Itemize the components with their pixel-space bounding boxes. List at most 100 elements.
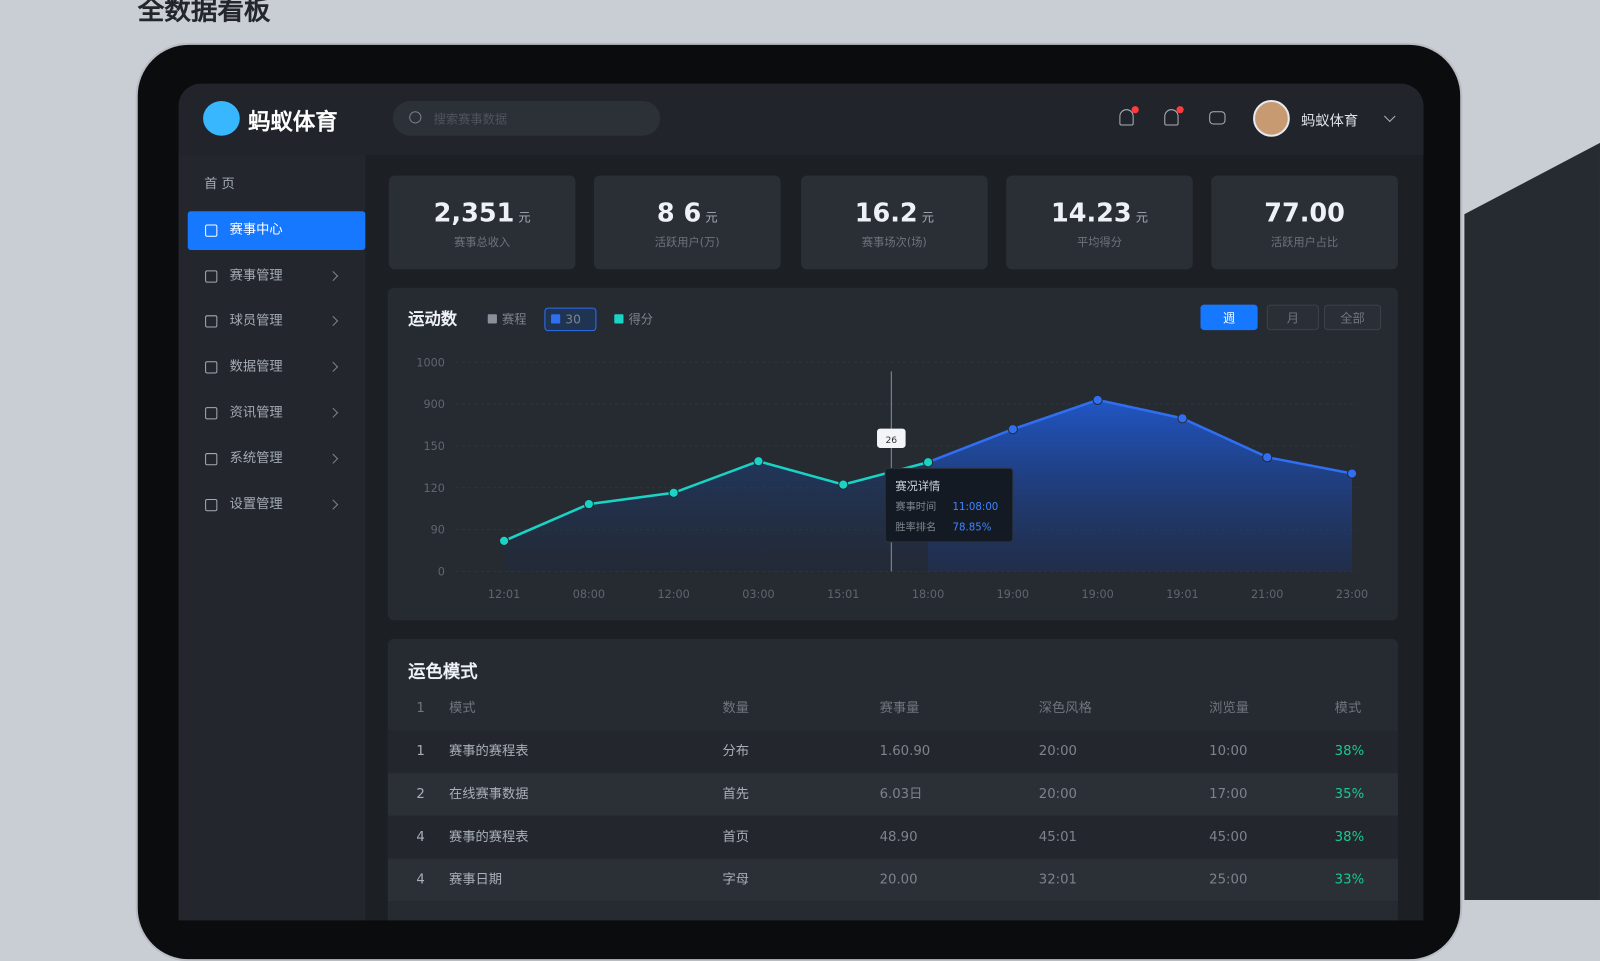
- chart-button-label[interactable]: 月: [1287, 311, 1299, 325]
- table-row[interactable]: 4 赛事的赛程表 首页 48.90 45:01 45:00 38%: [387, 816, 1398, 859]
- point: [1262, 452, 1273, 463]
- y-tick-label: 120: [423, 482, 444, 495]
- tooltip: [884, 467, 1014, 543]
- table-cell: 20.00: [879, 872, 918, 888]
- table-cell: 2: [416, 786, 425, 803]
- legend-box: [544, 307, 597, 332]
- table-row[interactable]: 2 在线赛事数据 首先 6.03日 20:00 17:00 35%: [387, 773, 1398, 816]
- nav-item[interactable]: 系统管理: [179, 440, 366, 479]
- y-tick-label: 0: [438, 566, 445, 579]
- column-header: 模式: [448, 701, 476, 717]
- stat-unit: 元: [705, 210, 718, 225]
- user-name[interactable]: 蚂蚁体育: [1301, 113, 1359, 130]
- screen: 蚂蚁体育 搜索赛事数据 蚂蚁体育 首 页赛事中心赛事管理球员管理数据管理资讯管理…: [178, 83, 1424, 921]
- table-cell: 20:00: [1038, 743, 1078, 760]
- x-tick-label: 19:01: [1166, 588, 1198, 601]
- nav-icon: [205, 407, 218, 420]
- x-tick-label: 12:00: [657, 588, 689, 601]
- x-tick-label: 15:01: [827, 588, 859, 601]
- stat-label: 活跃用户(万): [654, 235, 720, 249]
- chart-button-label[interactable]: 週: [1223, 311, 1235, 325]
- table-cell: 首先: [722, 786, 749, 803]
- stat-number: 16.2: [854, 197, 918, 228]
- nav-item[interactable]: 资讯管理: [179, 394, 366, 433]
- y-tick-label: 90: [431, 524, 445, 537]
- table-cell: 45:01: [1038, 829, 1078, 845]
- point: [1346, 468, 1358, 479]
- table-cell: 38%: [1334, 829, 1365, 845]
- x-tick-label: 12:01: [488, 588, 520, 601]
- table-row[interactable]: 1 赛事的赛程表 分布 1.60.90 20:00 10:00 38%: [387, 730, 1398, 773]
- nav-item[interactable]: 设置管理: [179, 485, 366, 524]
- table-cell: 赛事的赛程表: [448, 743, 529, 760]
- marker-label: 26: [885, 435, 897, 446]
- nav-item[interactable]: 赛事管理: [179, 257, 366, 296]
- nav-icon: [205, 315, 218, 328]
- table-cell: 33%: [1334, 872, 1365, 888]
- screenshot: 全数据看板 蚂蚁体育 搜索赛事数据 蚂蚁体育 首 页赛事中心 赛事管理 球员管理 数据…: [135, 0, 1600, 961]
- chevron: [328, 270, 339, 281]
- table-cell: 25:00: [1209, 872, 1248, 888]
- settings-icon[interactable]: [1209, 111, 1226, 125]
- point: [583, 498, 594, 510]
- chart-button[interactable]: [1323, 304, 1382, 331]
- point: [498, 535, 510, 546]
- stat-card: 8 6 元活跃用户(万): [593, 175, 781, 270]
- tooltip-title: 赛况详情: [895, 479, 940, 493]
- stat-number: 77.00: [1264, 197, 1345, 228]
- nav-item[interactable]: 首 页: [179, 165, 366, 204]
- line: [503, 459, 929, 543]
- table-cell: 1.60.90: [879, 743, 931, 760]
- message-icon[interactable]: [1164, 109, 1179, 126]
- nav-item[interactable]: 数据管理: [179, 348, 366, 387]
- table-cell: 38%: [1334, 743, 1365, 760]
- logo-icon: [203, 101, 240, 136]
- avatar[interactable]: [1253, 99, 1290, 137]
- nav-icon: [205, 361, 218, 374]
- stat-unit: 元: [518, 210, 531, 225]
- chevron: [328, 453, 339, 464]
- nav-item[interactable]: 球员管理: [179, 302, 366, 341]
- legend-swatch: [487, 314, 497, 324]
- chevron: [328, 361, 339, 373]
- stat-label: 赛事场次(场): [861, 235, 927, 249]
- column-header: 1: [416, 701, 425, 717]
- nav-label: 赛事中心: [229, 222, 283, 238]
- table-header: 1 模式 数量 赛事量 深色风格 浏览量 模式: [388, 688, 1398, 730]
- nav-icon: [205, 452, 218, 466]
- table-row[interactable]: 4 赛事日期 字母 20.00 32:01 25:00 33%: [387, 859, 1398, 902]
- chart-button[interactable]: [1266, 304, 1319, 331]
- dropdown-arrow[interactable]: [1384, 110, 1396, 123]
- nav-label: 数据管理: [229, 359, 283, 375]
- header: 蚂蚁体育 搜索赛事数据 蚂蚁体育: [178, 83, 1424, 156]
- badge: [1131, 106, 1139, 114]
- x-tick-label: 23:00: [1336, 588, 1368, 601]
- stat-number: 2,351: [433, 197, 515, 228]
- nav-item[interactable]: 赛事中心: [187, 211, 366, 250]
- table-cell: 32:01: [1038, 872, 1078, 888]
- table-cell: 10:00: [1209, 743, 1248, 760]
- stat-number: 8 6: [656, 197, 702, 228]
- x-tick-label: 03:00: [742, 588, 774, 601]
- search-box[interactable]: 搜索赛事数据: [392, 101, 661, 136]
- table-panel: 运色模式 1 模式 数量 赛事量 深色风格 浏览量 模式 1 赛事的赛程表 分布 1.60.90 20:…: [387, 638, 1398, 921]
- column-header: 赛事量: [879, 701, 920, 717]
- chart-button[interactable]: [1200, 304, 1258, 331]
- point: [1007, 424, 1018, 435]
- table-cell: 字母: [722, 872, 749, 888]
- table-cell: 1: [416, 743, 425, 760]
- nav-label: 赛事管理: [229, 267, 283, 284]
- table-cell: 17:00: [1209, 786, 1248, 803]
- table-cell: 20:00: [1038, 786, 1078, 803]
- table-cell: 首页: [722, 829, 749, 845]
- x-tick-label: 21:00: [1251, 588, 1283, 601]
- notification-icon[interactable]: [1119, 109, 1134, 126]
- stat-label: 赛事总收入: [454, 235, 511, 249]
- table-cell: 分布: [722, 743, 749, 760]
- chart-button-label[interactable]: 全部: [1340, 310, 1364, 325]
- y-tick-label: 150: [423, 440, 444, 453]
- legend-label: 得分: [629, 311, 653, 326]
- stat-unit: 元: [921, 210, 935, 225]
- stat-value: 2,351 元: [389, 198, 576, 228]
- point: [668, 487, 679, 498]
